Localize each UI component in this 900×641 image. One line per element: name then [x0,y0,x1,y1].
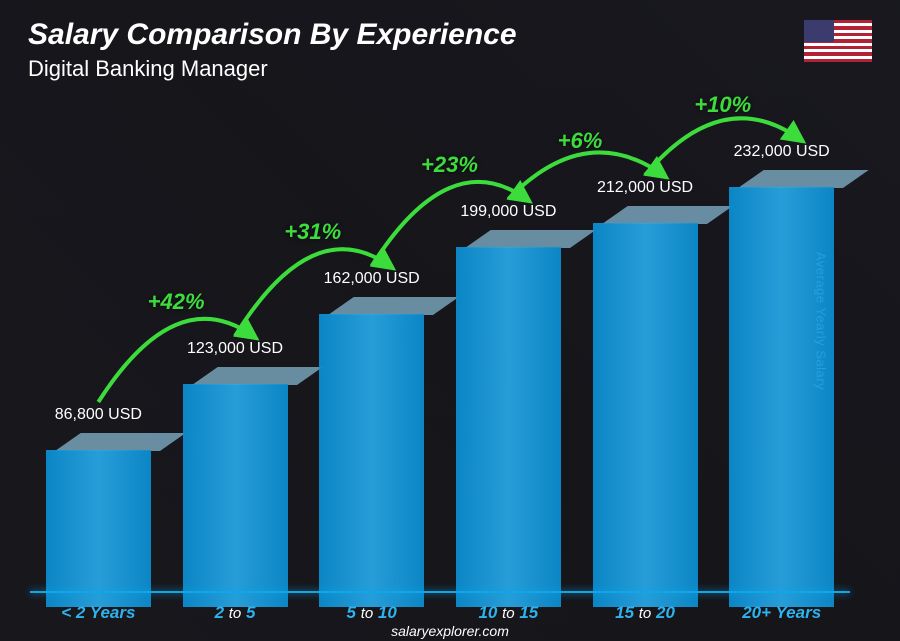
bar-value-label: 86,800 USD [55,406,142,424]
x-category-label: 5 to 10 [303,603,440,623]
growth-percent: +31% [284,219,341,245]
bar-value-label: 212,000 USD [597,179,693,197]
bar-value-label: 232,000 USD [734,143,830,161]
x-axis-line [30,591,850,593]
x-category-label: < 2 Years [30,603,167,623]
bar-chart: 86,800 USD 123,000 USD 162,000 USD 199,0… [30,110,850,589]
chart-subtitle: Digital Banking Manager [28,56,872,82]
bar-group: 123,000 USD [167,110,304,589]
bar-group: 162,000 USD [303,110,440,589]
x-category-label: 10 to 15 [440,603,577,623]
footer-source: salaryexplorer.com [0,623,900,639]
chart-title: Salary Comparison By Experience [28,18,872,52]
x-axis-labels: < 2 Years2 to 55 to 1010 to 1515 to 2020… [30,603,850,623]
header: Salary Comparison By Experience Digital … [28,18,872,82]
chart-container: Salary Comparison By Experience Digital … [0,0,900,641]
bar-group: 199,000 USD [440,110,577,589]
bar-group: 86,800 USD [30,110,167,589]
growth-percent: +6% [558,128,603,154]
bar [593,205,698,589]
bar-value-label: 123,000 USD [187,340,283,358]
us-flag-icon [804,20,872,62]
growth-percent: +23% [421,152,478,178]
growth-percent: +42% [148,289,205,315]
x-category-label: 20+ Years [713,603,850,623]
bar-group: 212,000 USD [577,110,714,589]
bar-value-label: 199,000 USD [460,203,556,221]
bar [46,432,151,589]
bar-group: 232,000 USD [713,110,850,589]
bar-value-label: 162,000 USD [324,270,420,288]
bar [183,366,288,589]
growth-percent: +10% [694,92,751,118]
x-category-label: 15 to 20 [577,603,714,623]
bar [456,229,561,589]
bar [729,169,834,589]
x-category-label: 2 to 5 [167,603,304,623]
bar [319,296,424,589]
